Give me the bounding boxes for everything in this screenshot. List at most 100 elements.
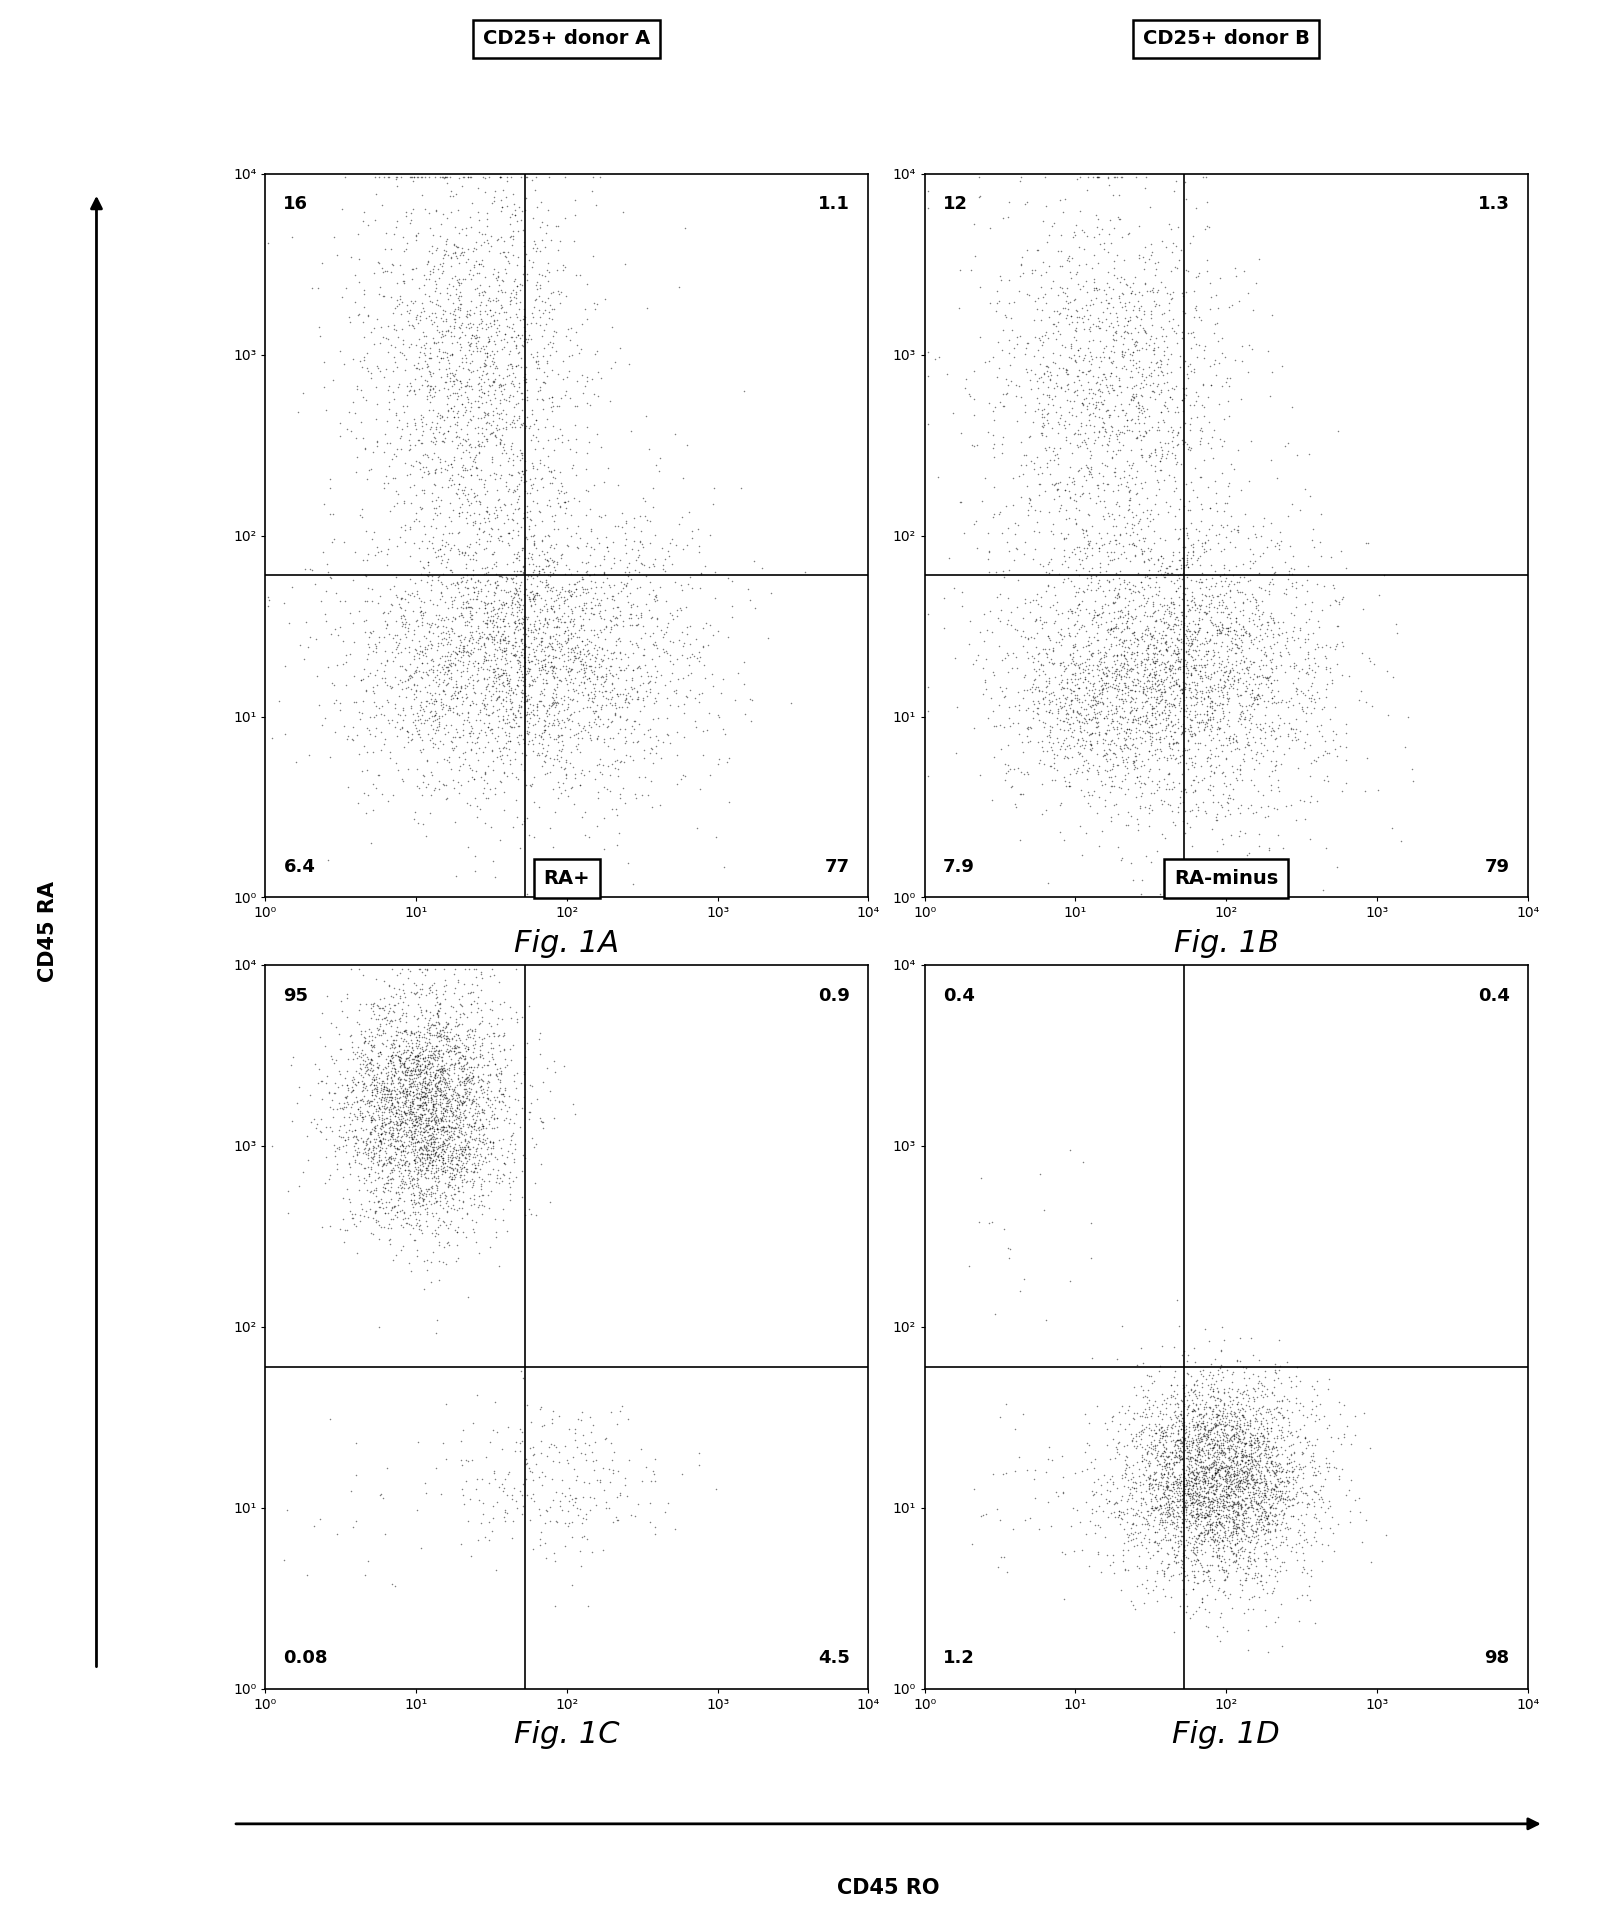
Point xyxy=(1196,1517,1221,1548)
Point xyxy=(958,430,983,461)
Point xyxy=(1147,374,1173,405)
Point xyxy=(1249,1390,1274,1420)
Point xyxy=(1228,1436,1253,1467)
Point xyxy=(400,262,426,293)
Point xyxy=(400,1100,426,1131)
Point xyxy=(609,571,635,602)
Point xyxy=(1204,1542,1229,1573)
Point xyxy=(1202,674,1228,704)
Point xyxy=(413,691,439,722)
Point xyxy=(379,1050,405,1081)
Point xyxy=(1157,1525,1183,1556)
Point xyxy=(1049,598,1075,629)
Point xyxy=(392,1081,418,1112)
Point xyxy=(1009,259,1035,290)
Point xyxy=(1101,253,1127,284)
Point xyxy=(1094,703,1120,733)
Point xyxy=(1053,494,1078,525)
Point xyxy=(1122,278,1147,309)
Point xyxy=(1234,1473,1260,1503)
Point xyxy=(1245,1368,1271,1399)
Point xyxy=(1057,332,1083,363)
Point xyxy=(545,687,570,718)
Point xyxy=(373,322,399,353)
Point xyxy=(548,467,574,498)
Point xyxy=(1180,1482,1205,1513)
Point xyxy=(1147,1413,1173,1444)
Point xyxy=(1191,1314,1216,1345)
Point xyxy=(1163,1484,1189,1515)
Point xyxy=(1226,562,1252,593)
Point xyxy=(956,606,982,637)
Point xyxy=(1186,612,1212,643)
Point xyxy=(456,1065,482,1096)
Point xyxy=(357,1146,382,1177)
Point xyxy=(1114,305,1139,336)
Point xyxy=(411,1065,437,1096)
Point xyxy=(1332,552,1358,583)
Point xyxy=(370,1110,395,1141)
Point xyxy=(1188,1505,1213,1536)
Point xyxy=(445,500,471,531)
Point xyxy=(1223,1382,1249,1413)
Point xyxy=(362,1081,387,1112)
Point xyxy=(497,290,522,320)
Point xyxy=(455,726,480,757)
Point xyxy=(575,822,601,853)
Point xyxy=(395,1131,421,1162)
Point xyxy=(1189,1500,1215,1530)
Point xyxy=(450,1216,476,1247)
Point xyxy=(432,612,458,643)
Point xyxy=(1186,1490,1212,1521)
Point xyxy=(403,1021,429,1052)
Point xyxy=(553,550,579,581)
Point xyxy=(358,1117,384,1148)
Point xyxy=(381,1075,407,1106)
Point xyxy=(413,677,439,708)
Point xyxy=(1072,664,1098,695)
Point xyxy=(1123,421,1149,452)
Point xyxy=(1088,670,1114,701)
Point xyxy=(1245,1505,1271,1536)
Point xyxy=(469,517,495,548)
Point xyxy=(1204,1397,1229,1428)
Point xyxy=(1160,461,1186,492)
Point xyxy=(411,1081,437,1112)
Point xyxy=(456,1056,482,1087)
Point xyxy=(1127,535,1152,565)
Point xyxy=(1020,643,1046,674)
Point xyxy=(389,259,415,290)
Point xyxy=(1204,1503,1229,1534)
Point xyxy=(460,637,485,668)
Point xyxy=(1086,274,1112,305)
Point xyxy=(472,758,498,789)
Point xyxy=(1176,1471,1202,1502)
Point xyxy=(1270,685,1295,716)
Point xyxy=(1130,654,1155,685)
Point xyxy=(370,320,395,351)
Point xyxy=(1070,780,1096,811)
Point xyxy=(416,1104,442,1135)
Point xyxy=(1292,1478,1318,1509)
Point xyxy=(1135,1436,1160,1467)
Point xyxy=(1252,1496,1278,1527)
Point xyxy=(1172,550,1197,581)
Point xyxy=(556,1413,582,1444)
Point xyxy=(1226,658,1252,689)
Point xyxy=(588,758,614,789)
Point xyxy=(1244,1430,1270,1461)
Point xyxy=(1112,658,1138,689)
Point xyxy=(1282,1382,1308,1413)
Point xyxy=(1102,664,1128,695)
Point xyxy=(1038,764,1064,795)
Point xyxy=(1173,1442,1199,1473)
Point xyxy=(1247,635,1273,666)
Point xyxy=(517,340,543,371)
Point xyxy=(479,606,505,637)
Point xyxy=(1202,731,1228,762)
Point xyxy=(1184,1519,1210,1550)
Point xyxy=(1131,677,1157,708)
Point xyxy=(509,662,535,693)
Point xyxy=(561,762,587,793)
Point xyxy=(1364,774,1390,805)
